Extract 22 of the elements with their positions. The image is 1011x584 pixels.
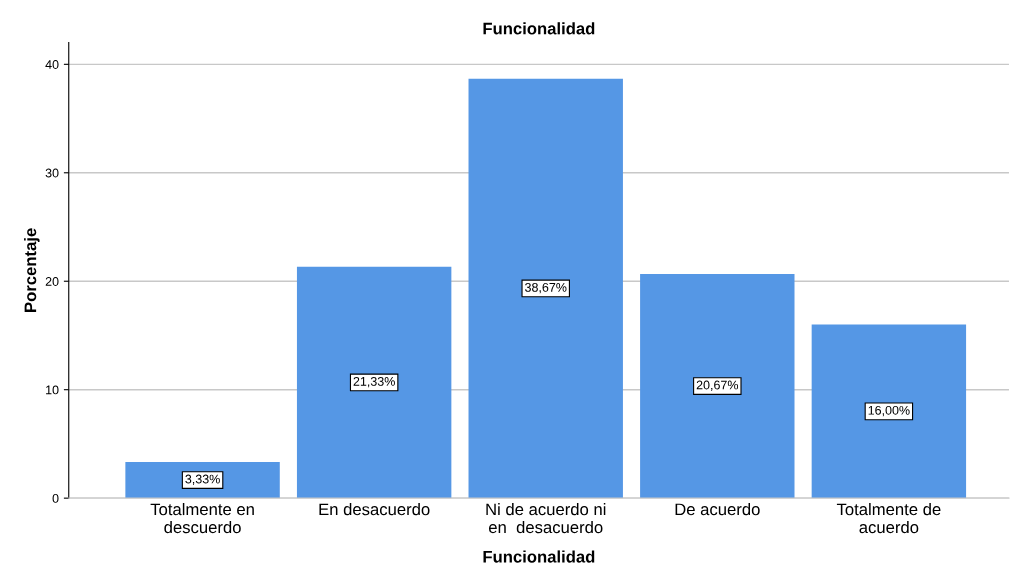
data-label: 3,33% [185,474,220,485]
y-tick-label: 40 [45,60,59,69]
data-label: 16,00% [868,405,910,417]
y-axis-title: Porcentaje [24,228,40,312]
x-tick-label: Totalmente de acuerdo [836,503,941,534]
bar [811,324,967,499]
bar [296,266,452,499]
x-tick-label: En desacuerdo [319,503,430,516]
data-label: 38,67% [525,282,567,294]
x-tick-label: Totalmente en descuerdo [150,503,254,534]
bar [468,78,623,499]
chart-title: Funcionalidad [483,22,595,35]
y-tick-label: 0 [52,493,59,503]
x-tick-label: Ni de acuerdo ni en desacuerdo [486,503,606,534]
data-label: 21,33% [353,376,395,388]
y-tick-label: 20 [45,277,59,286]
bar [640,273,795,499]
data-label: 20,67% [696,380,739,391]
x-tick-label: De acuerdo [675,503,760,516]
x-axis-title: Funcionalidad [483,550,595,563]
y-tick-label: 30 [45,168,59,178]
y-tick-label: 10 [46,385,59,395]
